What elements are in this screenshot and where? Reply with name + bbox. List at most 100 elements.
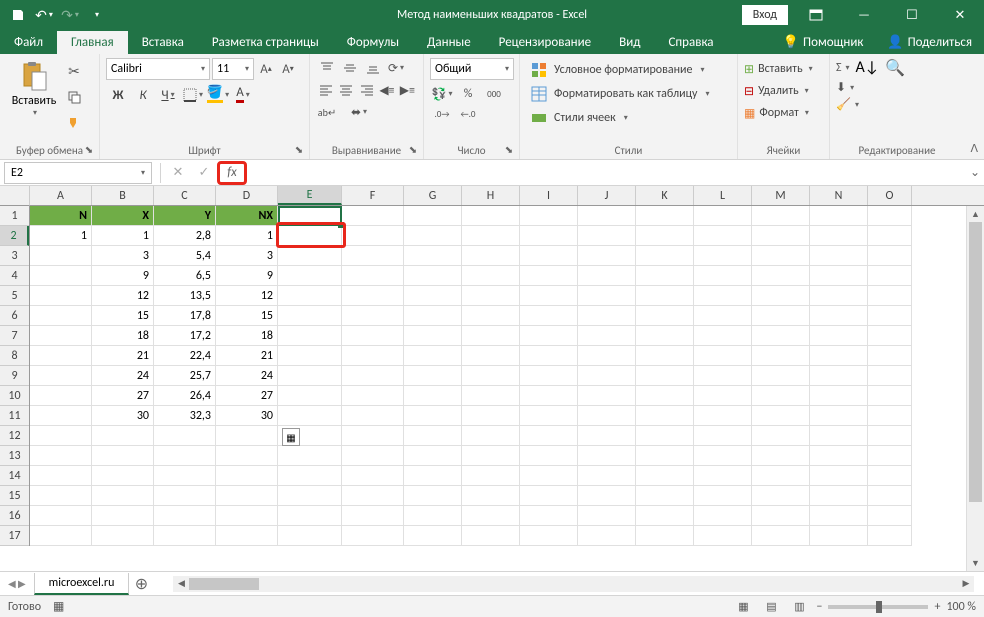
cell[interactable] [752, 326, 810, 346]
align-bottom-icon[interactable] [362, 58, 384, 78]
cell[interactable] [868, 266, 912, 286]
cell[interactable] [810, 386, 868, 406]
increase-font-icon[interactable]: A▴ [256, 58, 276, 80]
cell[interactable] [216, 426, 278, 446]
cell[interactable]: X [92, 206, 154, 226]
cell[interactable]: 17,2 [154, 326, 216, 346]
cell[interactable] [868, 426, 912, 446]
cell[interactable] [462, 506, 520, 526]
minimize-icon[interactable]: — [844, 0, 884, 30]
cell[interactable] [636, 346, 694, 366]
find-select-button[interactable]: 🔍 [885, 58, 905, 78]
cell[interactable] [578, 326, 636, 346]
cell[interactable] [752, 386, 810, 406]
cell[interactable] [404, 306, 462, 326]
column-header[interactable]: B [92, 186, 154, 205]
clipboard-dialog-icon[interactable]: ⬊ [82, 142, 96, 156]
row-header[interactable]: 17 [0, 526, 29, 546]
cell[interactable] [404, 366, 462, 386]
cell[interactable] [868, 506, 912, 526]
cell[interactable] [30, 446, 92, 466]
cell[interactable] [578, 386, 636, 406]
cell[interactable] [578, 366, 636, 386]
cell[interactable] [636, 326, 694, 346]
decrease-decimal-icon[interactable]: ←.0 [456, 104, 480, 124]
cell[interactable] [154, 466, 216, 486]
cell[interactable] [752, 466, 810, 486]
cell[interactable] [520, 506, 578, 526]
cell[interactable] [520, 366, 578, 386]
cell[interactable] [278, 366, 342, 386]
increase-decimal-icon[interactable]: .0→ [430, 104, 454, 124]
wrap-text-icon[interactable]: ab↵ [316, 102, 338, 122]
cell[interactable] [636, 506, 694, 526]
percent-icon[interactable]: % [456, 84, 480, 104]
cell[interactable] [404, 386, 462, 406]
cell[interactable] [636, 246, 694, 266]
cell[interactable] [520, 306, 578, 326]
cell[interactable] [694, 486, 752, 506]
cell[interactable]: 17,8 [154, 306, 216, 326]
cell[interactable] [578, 226, 636, 246]
cell[interactable] [694, 266, 752, 286]
cell[interactable] [92, 506, 154, 526]
cell[interactable]: 22,4 [154, 346, 216, 366]
align-left-icon[interactable] [316, 80, 335, 100]
cell[interactable] [216, 446, 278, 466]
cell[interactable] [578, 526, 636, 546]
cell[interactable] [30, 406, 92, 426]
clear-icon[interactable]: 🧹▾ [836, 97, 859, 112]
cell[interactable] [404, 346, 462, 366]
sort-filter-button[interactable]: A↓ [856, 58, 880, 78]
cell[interactable] [636, 286, 694, 306]
cell[interactable] [694, 286, 752, 306]
fill-icon[interactable]: ⬇▾ [836, 80, 854, 95]
insert-cells-button[interactable]: ⊞Вставить▾ [744, 58, 823, 80]
cell[interactable]: 27 [216, 386, 278, 406]
cell[interactable] [462, 286, 520, 306]
cell[interactable] [30, 506, 92, 526]
cell[interactable] [278, 206, 342, 226]
cell[interactable] [694, 386, 752, 406]
cell[interactable] [810, 346, 868, 366]
cell[interactable]: 9 [92, 266, 154, 286]
cell[interactable]: 12 [216, 286, 278, 306]
cell[interactable] [462, 406, 520, 426]
cell[interactable] [578, 266, 636, 286]
cell[interactable] [404, 266, 462, 286]
cell[interactable] [752, 206, 810, 226]
row-header[interactable]: 12 [0, 426, 29, 446]
autofill-options-icon[interactable]: ▦ [282, 428, 300, 446]
cell[interactable] [30, 306, 92, 326]
cell[interactable] [636, 386, 694, 406]
cell[interactable]: 1 [216, 226, 278, 246]
cell[interactable] [462, 486, 520, 506]
cell[interactable] [520, 446, 578, 466]
column-header[interactable]: L [694, 186, 752, 205]
cell[interactable] [30, 346, 92, 366]
collapse-ribbon-icon[interactable]: ᐱ [970, 142, 978, 155]
row-header[interactable]: 1 [0, 206, 29, 226]
cell[interactable] [462, 366, 520, 386]
cell[interactable] [868, 326, 912, 346]
cell[interactable] [278, 386, 342, 406]
row-header[interactable]: 5 [0, 286, 29, 306]
cell[interactable] [30, 466, 92, 486]
cell[interactable] [520, 286, 578, 306]
align-right-icon[interactable] [357, 80, 376, 100]
scroll-up-icon[interactable]: ▲ [967, 206, 984, 222]
cell[interactable] [404, 486, 462, 506]
macro-record-icon[interactable]: ▦ [53, 599, 64, 614]
cell[interactable] [30, 326, 92, 346]
cell[interactable]: 12 [92, 286, 154, 306]
row-header[interactable]: 8 [0, 346, 29, 366]
cell[interactable] [752, 406, 810, 426]
font-color-icon[interactable]: А▾ [231, 84, 255, 106]
cell[interactable] [462, 326, 520, 346]
number-dialog-icon[interactable]: ⬊ [502, 142, 516, 156]
cell[interactable] [342, 206, 404, 226]
cell[interactable] [810, 226, 868, 246]
cell[interactable] [636, 266, 694, 286]
cell[interactable] [278, 466, 342, 486]
close-icon[interactable]: ✕ [940, 0, 980, 30]
